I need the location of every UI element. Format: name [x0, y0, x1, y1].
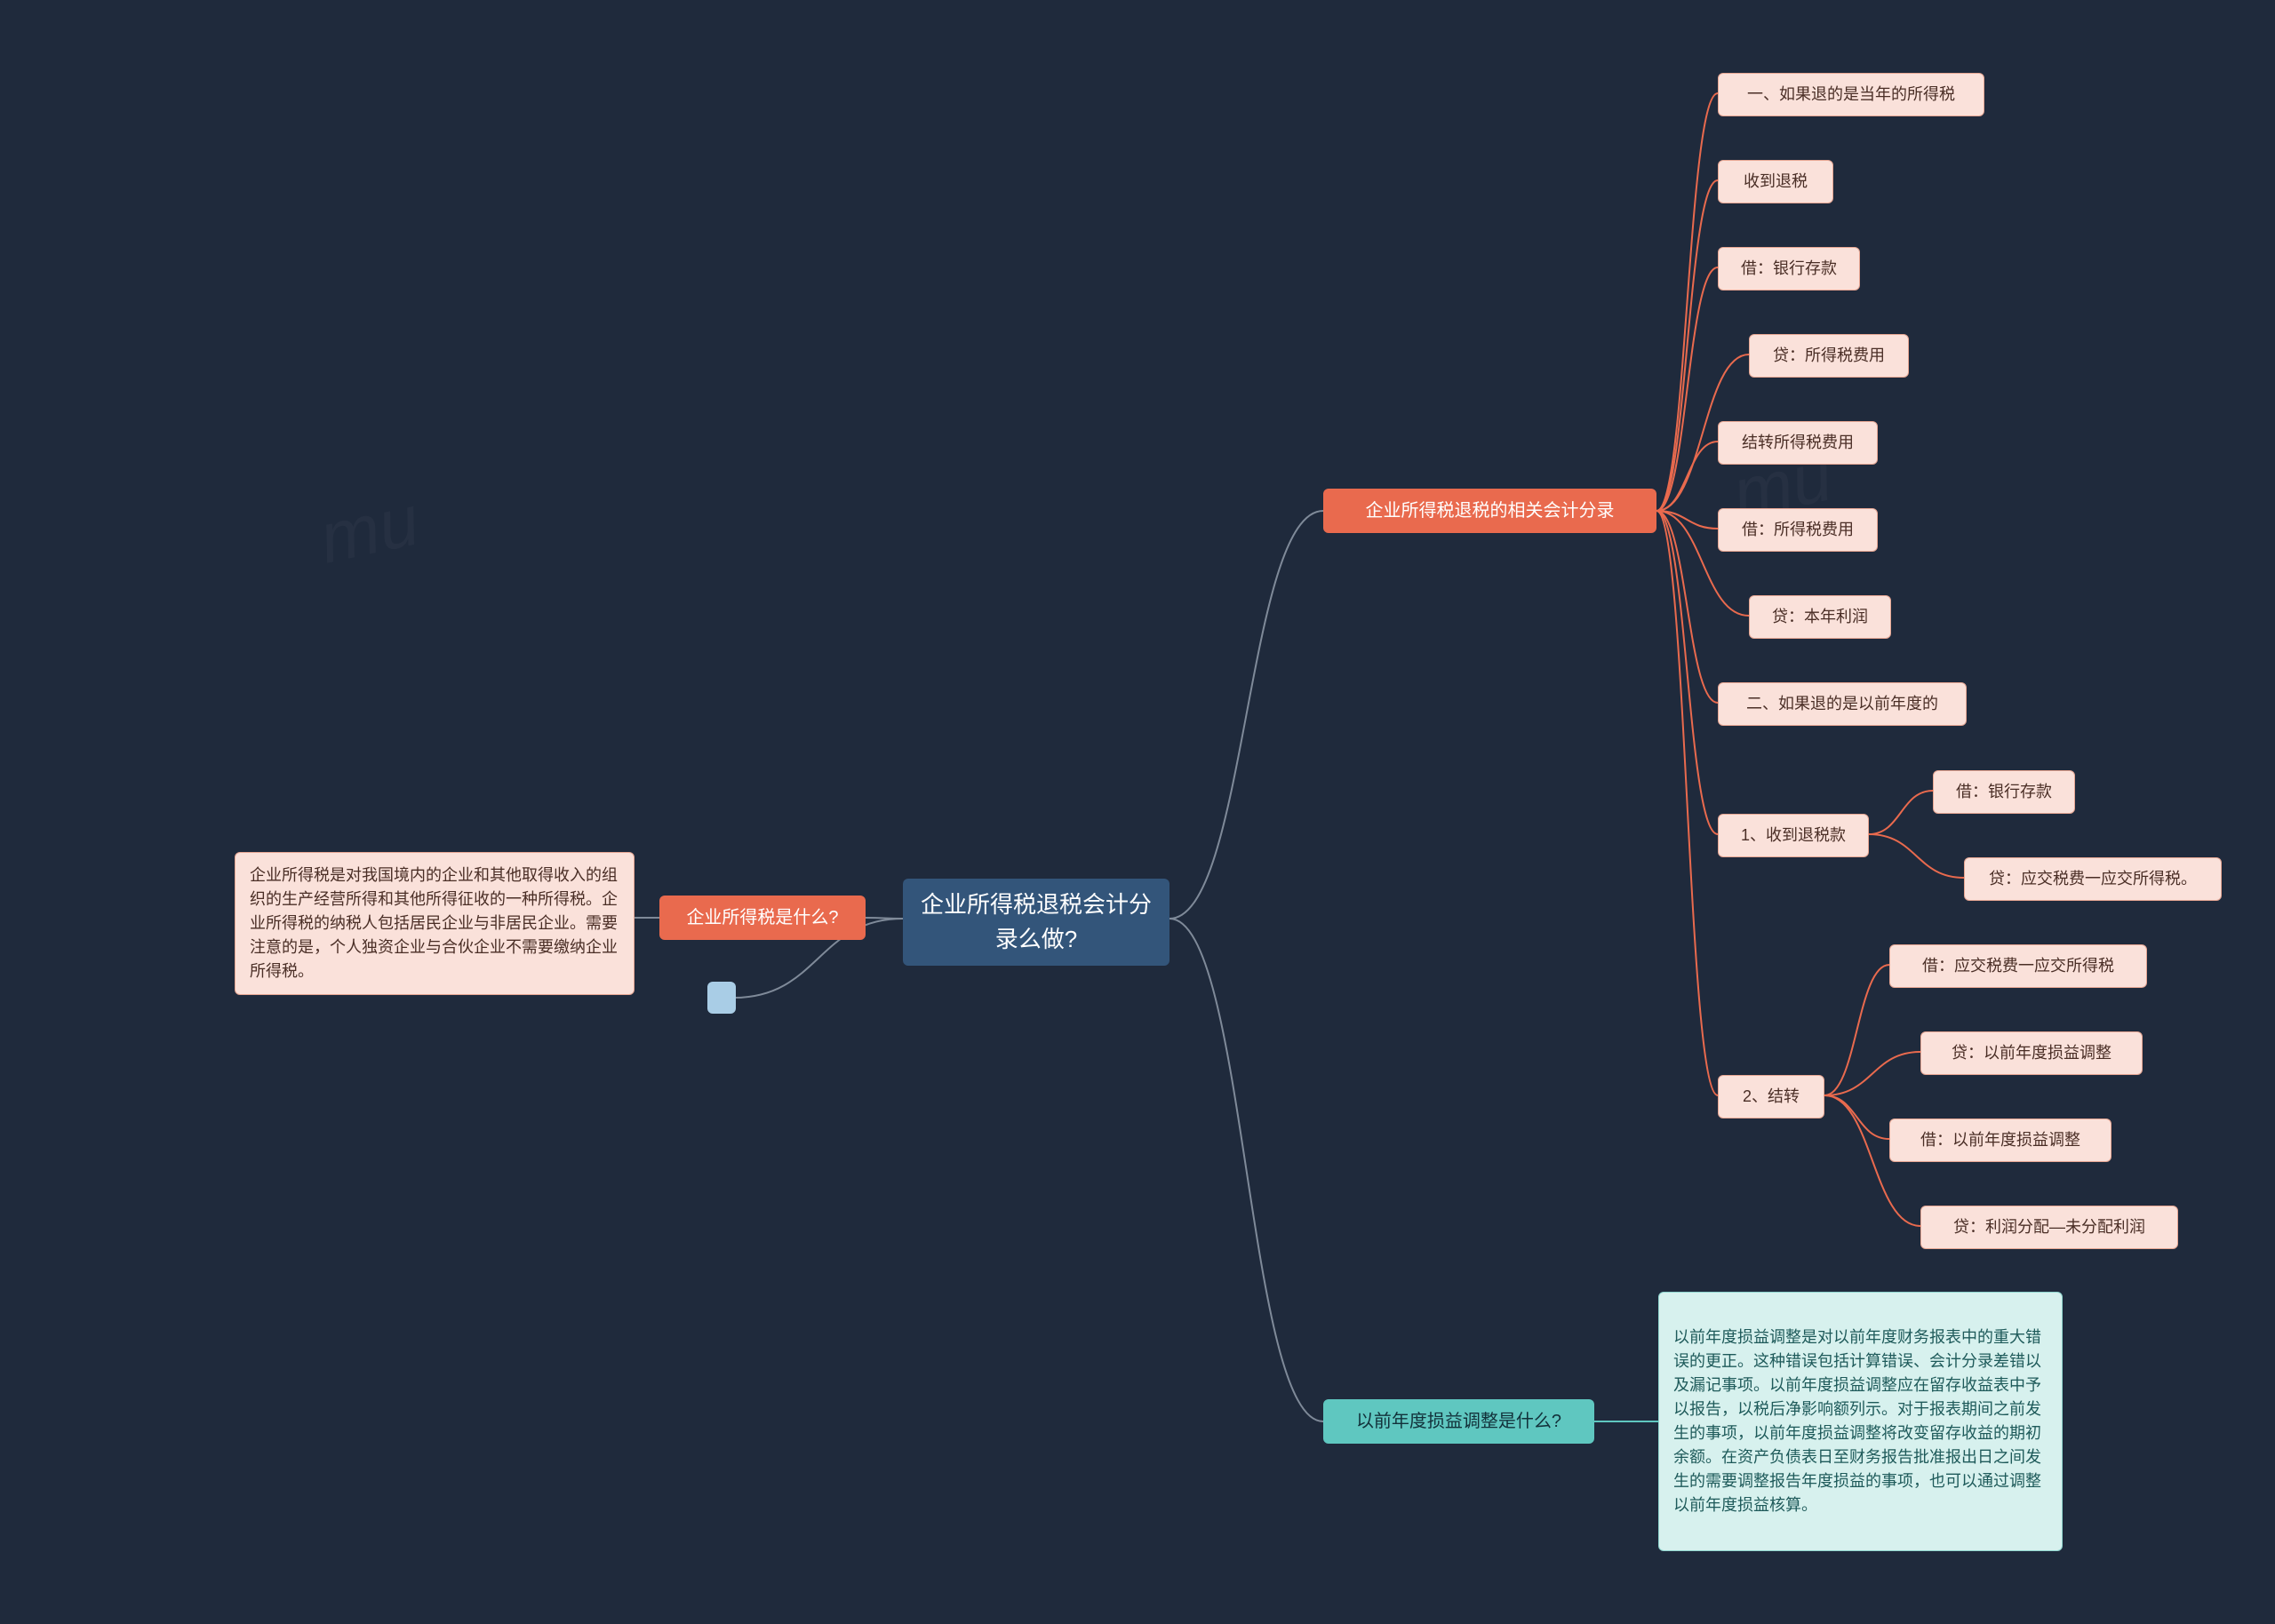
desc-what-is-cit: 企业所得税是对我国境内的企业和其他取得收入的组织的生产经营所得和其他所得征收的一… [235, 852, 635, 995]
leaf-entries-0: 一、如果退的是当年的所得税 [1718, 73, 1984, 116]
leaf-entries-8-1: 贷：应交税费一应交所得税。 [1964, 857, 2222, 901]
branch-entries: 企业所得税退税的相关会计分录 [1323, 489, 1656, 533]
leaf-entries-5: 借：所得税费用 [1718, 508, 1878, 552]
leaf-entries-1: 收到退税 [1718, 160, 1833, 203]
leaf-entries-3: 贷：所得税费用 [1749, 334, 1909, 378]
leaf-entries-2: 借：银行存款 [1718, 247, 1860, 291]
leaf-entries-9: 2、结转 [1718, 1075, 1824, 1118]
decorative-dot [707, 982, 736, 1014]
branch-prior-adj: 以前年度损益调整是什么? [1323, 1399, 1594, 1444]
leaf-entries-9-1: 贷：以前年度损益调整 [1920, 1031, 2143, 1075]
branch-what-is-cit: 企业所得税是什么? [659, 896, 866, 940]
leaf-entries-9-0: 借：应交税费一应交所得税 [1889, 944, 2147, 988]
leaf-entries-4: 结转所得税费用 [1718, 421, 1878, 465]
desc-prior-adj: 以前年度损益调整是对以前年度财务报表中的重大错误的更正。这种错误包括计算错误、会… [1658, 1292, 2063, 1551]
leaf-entries-6: 贷：本年利润 [1749, 595, 1891, 639]
leaf-entries-8-0: 借：银行存款 [1933, 770, 2075, 814]
root-node: 企业所得税退税会计分录么做? [903, 879, 1169, 966]
leaf-entries-7: 二、如果退的是以前年度的 [1718, 682, 1967, 726]
leaf-entries-9-2: 借：以前年度损益调整 [1889, 1118, 2111, 1162]
leaf-entries-9-3: 贷：利润分配—未分配利润 [1920, 1206, 2178, 1249]
leaf-entries-8: 1、收到退税款 [1718, 814, 1869, 857]
